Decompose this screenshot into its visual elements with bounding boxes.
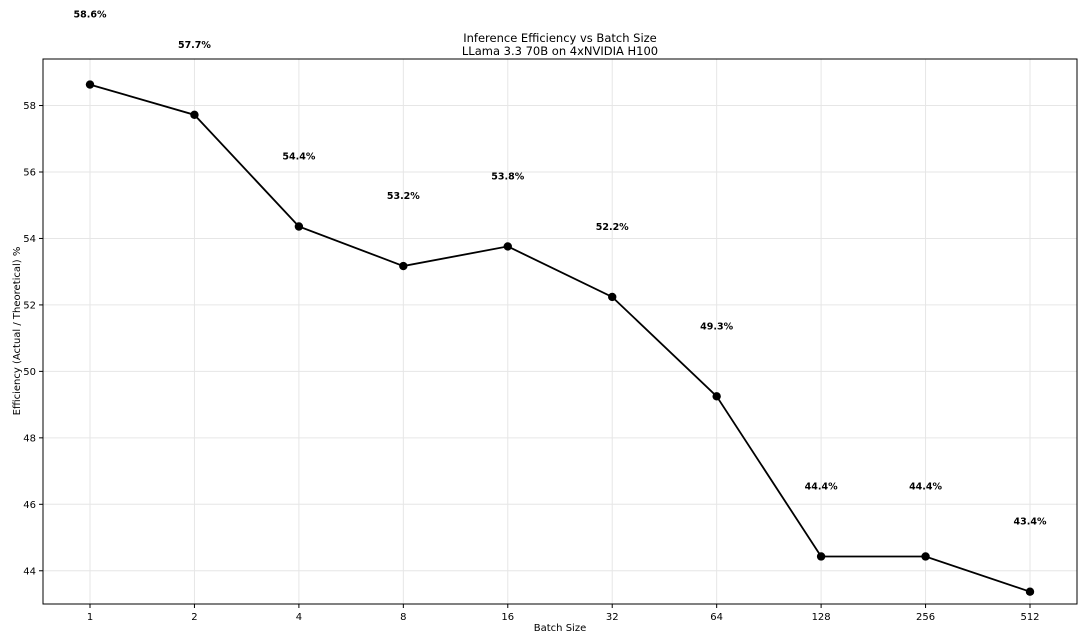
- y-tick-label: 54: [23, 234, 36, 245]
- x-axis-label: Batch Size: [534, 623, 586, 634]
- y-axis-label: Efficiency (Actual / Theoretical) %: [12, 247, 23, 416]
- y-tick-label: 48: [23, 433, 36, 444]
- plot-frame: [42, 58, 1078, 605]
- x-tick-label: 8: [400, 612, 406, 623]
- data-point: [1025, 587, 1035, 596]
- series-efficiency: [85, 80, 1035, 596]
- data-label: 44.4%: [805, 481, 838, 492]
- data-point: [190, 110, 199, 120]
- y-tick-label: 58: [23, 101, 36, 112]
- x-tick-label: 128: [812, 612, 831, 623]
- data-point: [503, 242, 512, 251]
- x-tick-label: 4: [296, 612, 302, 623]
- data-point: [608, 292, 617, 302]
- x-tick-label: 1: [87, 612, 93, 623]
- data-label: 58.6%: [74, 10, 107, 21]
- x-tick-label: 64: [710, 612, 723, 623]
- x-tick-label: 2: [191, 612, 197, 623]
- data-point: [712, 392, 721, 401]
- y-tick-label: 52: [23, 300, 36, 311]
- x-tick-label: 32: [606, 612, 619, 623]
- data-label: 43.4%: [1014, 517, 1047, 528]
- data-label: 49.3%: [700, 321, 733, 332]
- data-label: 57.7%: [178, 40, 211, 51]
- y-tick-label: 46: [23, 500, 36, 511]
- x-tick-label: 16: [501, 612, 514, 623]
- y-tick-label: 44: [23, 566, 36, 577]
- data-point: [85, 80, 95, 89]
- data-label: 52.2%: [596, 222, 629, 233]
- data-point: [399, 261, 408, 271]
- data-point: [294, 222, 304, 231]
- chart-subtitle: LLama 3.3 70B on 4xNVIDIA H100: [462, 44, 658, 58]
- series-line: [89, 83, 1031, 593]
- data-label: 44.4%: [909, 481, 942, 492]
- y-tick-label: 50: [23, 367, 36, 378]
- data-label: 53.2%: [387, 191, 420, 202]
- x-tick-label: 256: [916, 612, 935, 623]
- data-label: 53.8%: [491, 171, 524, 182]
- data-labels: 58.6% 57.7% 54.4% 53.2% 53.8% 52.2% 49.3% 44.4%…: [74, 10, 1047, 528]
- data-label: 54.4%: [282, 151, 315, 162]
- data-point: [816, 552, 826, 561]
- y-tick-label: 56: [23, 167, 36, 178]
- data-point: [921, 552, 930, 561]
- grid: [43, 59, 1077, 604]
- x-tick-label: 512: [1020, 612, 1039, 623]
- chart-title: Inference Efficiency vs Batch Size: [463, 31, 657, 45]
